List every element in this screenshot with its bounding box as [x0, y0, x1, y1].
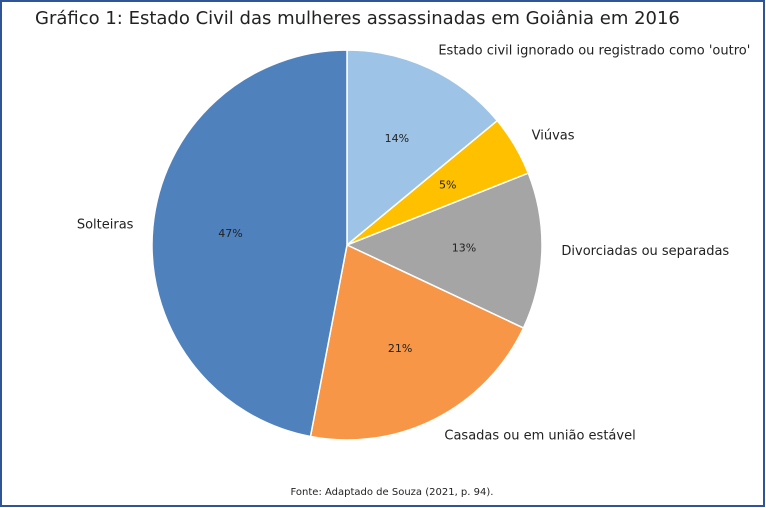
category-label: Estado civil ignorado ou registrado como…	[438, 43, 750, 58]
category-label: Casadas ou em união estável	[444, 429, 635, 444]
category-label: Viúvas	[532, 128, 575, 143]
pie-slice	[309, 243, 525, 441]
data-label: 13%	[452, 242, 476, 255]
category-label: Divorciadas ou separadas	[561, 244, 729, 259]
data-label: 5%	[439, 178, 456, 191]
data-label: 47%	[218, 227, 242, 240]
pie-slice	[151, 49, 348, 438]
data-label: 14%	[385, 132, 409, 145]
pie-slice	[346, 49, 499, 247]
pie-slice	[345, 172, 543, 330]
source-note: Fonte: Adaptado de Souza (2021, p. 94).	[291, 487, 494, 498]
category-label: Solteiras	[77, 217, 134, 232]
data-label: 21%	[388, 342, 412, 355]
chart-title: Gráfico 1: Estado Civil das mulheres ass…	[35, 8, 680, 29]
